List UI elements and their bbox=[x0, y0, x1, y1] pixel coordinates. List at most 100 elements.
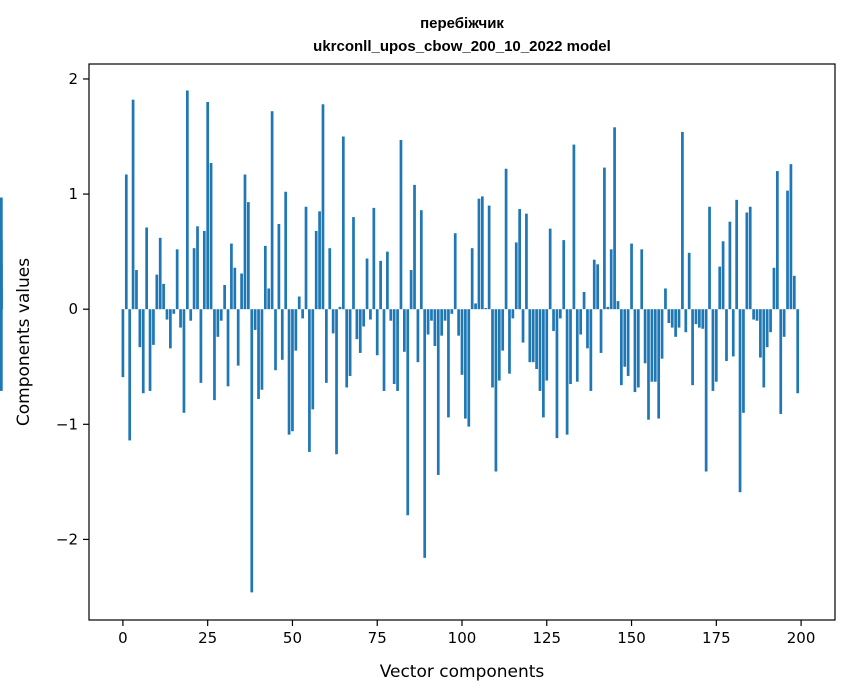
bar bbox=[263, 245, 267, 310]
bar bbox=[633, 309, 637, 393]
bar bbox=[511, 309, 515, 319]
bar bbox=[267, 288, 271, 310]
chart-subtitle: ukrconll_upos_cbow_200_10_2022 model bbox=[313, 38, 611, 55]
bar bbox=[172, 309, 176, 314]
bar bbox=[257, 309, 260, 399]
bar bbox=[250, 309, 254, 593]
bar bbox=[189, 309, 193, 321]
bar bbox=[175, 249, 179, 310]
bar bbox=[318, 211, 321, 310]
bar bbox=[497, 309, 501, 381]
bar bbox=[314, 230, 318, 310]
bar bbox=[731, 309, 735, 357]
y-tick-label: 2 bbox=[68, 70, 78, 88]
bar bbox=[413, 184, 416, 310]
bar bbox=[474, 303, 477, 310]
bar bbox=[504, 168, 508, 310]
bar bbox=[660, 309, 664, 359]
bar bbox=[294, 309, 298, 351]
bar bbox=[362, 309, 366, 327]
bar bbox=[338, 306, 342, 310]
bar bbox=[555, 309, 559, 439]
bar bbox=[772, 267, 776, 310]
bars-group bbox=[0, 90, 800, 593]
bar bbox=[325, 309, 328, 383]
bar bbox=[165, 309, 169, 320]
bar bbox=[450, 309, 454, 314]
bar bbox=[409, 270, 413, 310]
bar bbox=[694, 309, 698, 325]
bar bbox=[331, 309, 335, 334]
bar bbox=[247, 202, 250, 310]
bar bbox=[430, 309, 433, 321]
bar bbox=[274, 309, 277, 371]
y-axis-label: Components values bbox=[14, 258, 34, 426]
bar bbox=[518, 209, 522, 310]
bar bbox=[277, 224, 281, 310]
bar bbox=[470, 248, 474, 310]
bar bbox=[759, 309, 762, 358]
bar bbox=[501, 309, 505, 351]
bar bbox=[487, 205, 491, 310]
bar bbox=[792, 275, 796, 310]
bar bbox=[280, 309, 284, 360]
bar bbox=[592, 259, 596, 310]
bar bbox=[396, 309, 399, 391]
bar bbox=[599, 309, 603, 353]
x-tick-label: 125 bbox=[532, 629, 561, 647]
bar bbox=[365, 258, 369, 310]
bar bbox=[531, 309, 535, 363]
bar bbox=[124, 174, 128, 310]
bar bbox=[521, 309, 525, 343]
bar bbox=[0, 289, 3, 310]
bar bbox=[121, 309, 125, 378]
bar bbox=[538, 309, 542, 391]
bar bbox=[752, 309, 755, 320]
bar bbox=[453, 233, 457, 310]
bar bbox=[609, 249, 613, 310]
bar bbox=[230, 243, 233, 310]
bar bbox=[589, 309, 593, 391]
y-axis-ticks: −2 −1 0 1 2 bbox=[56, 70, 89, 548]
bar bbox=[297, 296, 301, 310]
bar bbox=[704, 309, 708, 472]
bar bbox=[0, 264, 3, 310]
bar bbox=[202, 230, 206, 310]
bar bbox=[728, 221, 732, 310]
y-tick-label: −1 bbox=[56, 415, 78, 433]
bar bbox=[209, 162, 213, 310]
bar bbox=[711, 309, 715, 391]
bar bbox=[287, 309, 291, 435]
bar bbox=[613, 127, 616, 310]
bar bbox=[616, 301, 620, 310]
bar bbox=[677, 309, 681, 328]
bar bbox=[626, 309, 630, 376]
bar bbox=[196, 226, 199, 310]
x-tick-label: 100 bbox=[448, 629, 477, 647]
bar bbox=[464, 309, 467, 419]
bar bbox=[514, 242, 518, 310]
bar bbox=[185, 90, 189, 310]
bar bbox=[223, 285, 226, 310]
bar bbox=[392, 309, 396, 385]
bar bbox=[155, 274, 159, 310]
bar bbox=[304, 206, 308, 310]
bar bbox=[345, 309, 349, 388]
bar bbox=[389, 309, 393, 321]
bar bbox=[169, 309, 172, 349]
bar bbox=[762, 309, 766, 388]
bar bbox=[779, 309, 783, 414]
bar bbox=[328, 248, 332, 310]
bar bbox=[735, 199, 739, 310]
bar bbox=[714, 309, 718, 382]
bar bbox=[348, 309, 352, 376]
bar bbox=[586, 309, 589, 349]
bar bbox=[433, 309, 437, 347]
bar bbox=[647, 309, 650, 420]
bar bbox=[443, 309, 447, 321]
bar bbox=[796, 309, 800, 394]
y-tick-label: 0 bbox=[68, 300, 78, 318]
bar bbox=[402, 309, 406, 352]
bar bbox=[135, 270, 138, 310]
bar bbox=[436, 309, 440, 475]
